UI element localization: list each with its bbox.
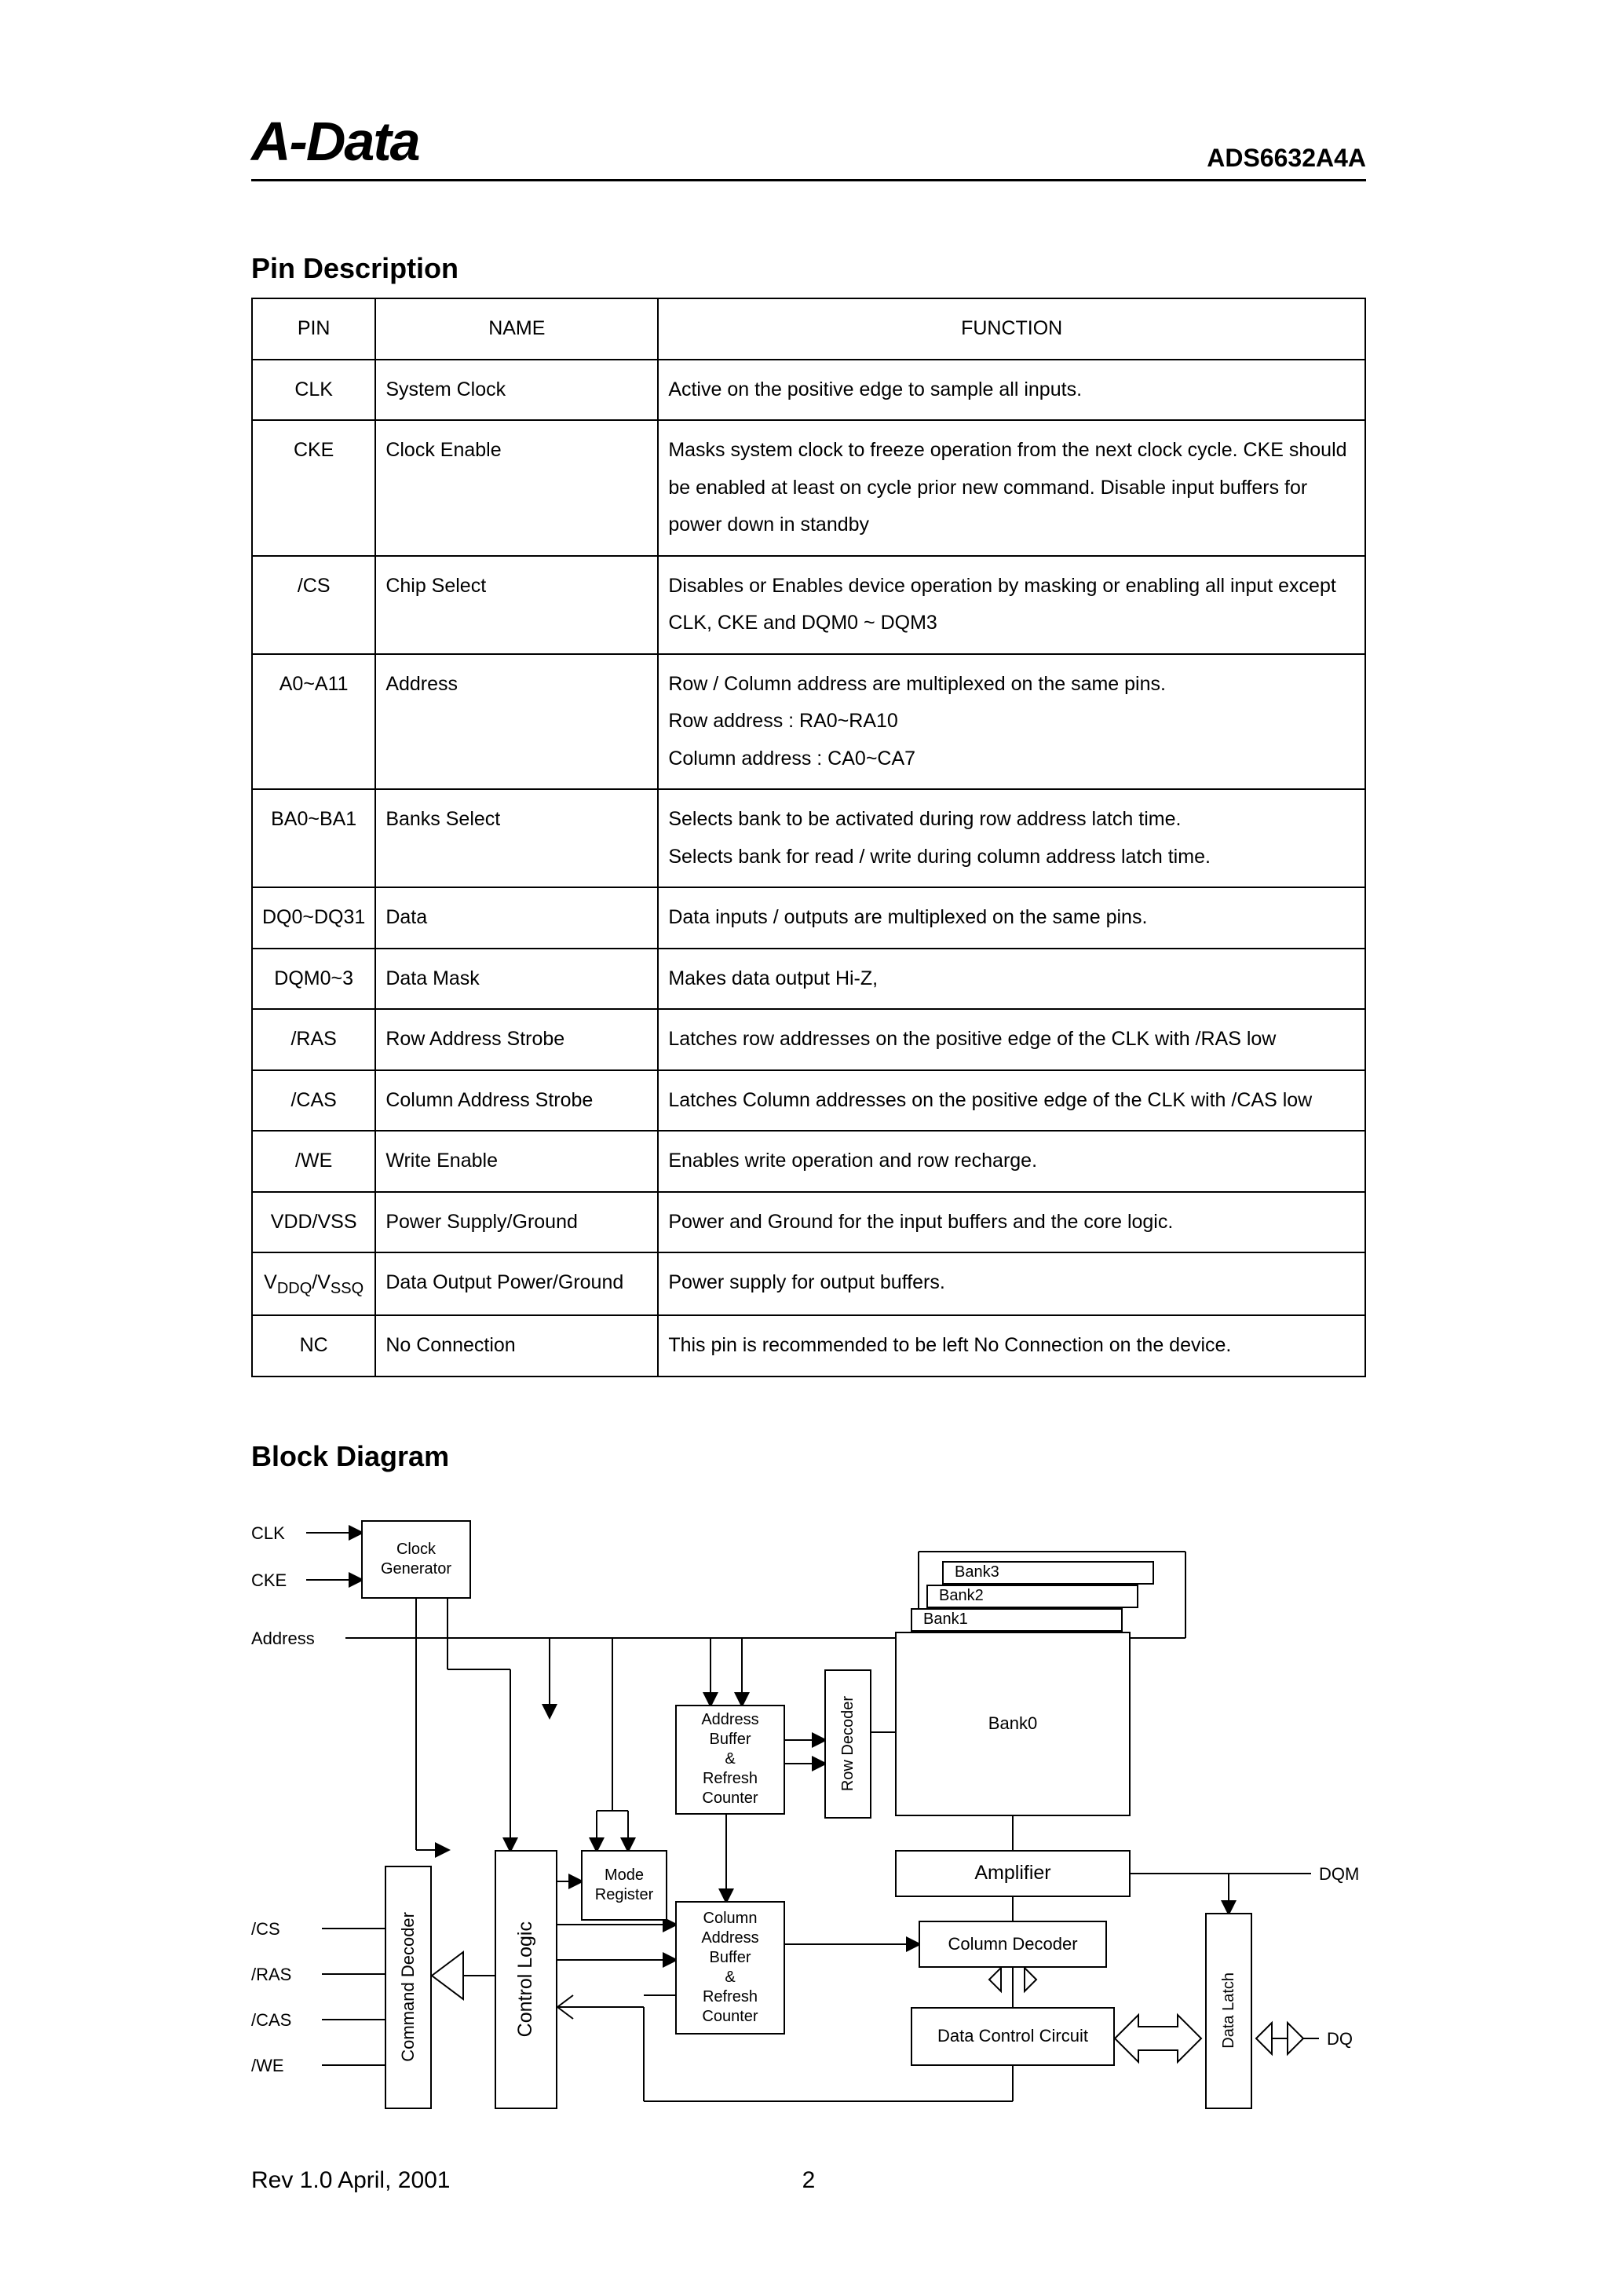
cell-pin: DQM0~3	[252, 949, 375, 1010]
cell-name: Banks Select	[375, 789, 658, 887]
footer-page: 2	[623, 2167, 994, 2194]
box-data-control: Data Control Circuit	[911, 2007, 1115, 2066]
cell-name: No Connection	[375, 1315, 658, 1377]
box-column-decoder: Column Decoder	[919, 1921, 1107, 1968]
part-number: ADS6632A4A	[1207, 144, 1366, 173]
label-dqm: DQM	[1319, 1864, 1359, 1885]
cell-function: Row / Column address are multiplexed on …	[658, 654, 1365, 790]
table-row: NCNo ConnectionThis pin is recommended t…	[252, 1315, 1365, 1377]
cell-pin: /CS	[252, 556, 375, 654]
label-dq: DQ	[1327, 2029, 1353, 2049]
page-header: A-Data ADS6632A4A	[251, 110, 1366, 181]
block-diagram: CLK CKE Address /CS /RAS /CAS /WE DQM DQ…	[251, 1504, 1366, 2156]
box-clock-generator: Clock Generator	[361, 1520, 471, 1599]
table-row: VDD/VSSPower Supply/GroundPower and Grou…	[252, 1192, 1365, 1253]
label-ras: /RAS	[251, 1965, 291, 1985]
cell-pin: VDDQ/VSSQ	[252, 1252, 375, 1315]
cell-pin: /RAS	[252, 1009, 375, 1070]
cell-name: Write Enable	[375, 1131, 658, 1192]
th-name: NAME	[375, 298, 658, 360]
cell-name: Chip Select	[375, 556, 658, 654]
cell-pin: VDD/VSS	[252, 1192, 375, 1253]
box-amplifier: Amplifier	[895, 1850, 1131, 1897]
cell-pin: /WE	[252, 1131, 375, 1192]
footer-rev: Rev 1.0 April, 2001	[251, 2167, 623, 2194]
box-bank2: Bank2	[926, 1585, 1138, 1608]
cell-name: Power Supply/Ground	[375, 1192, 658, 1253]
box-address-buffer: Address Buffer & Refresh Counter	[675, 1705, 785, 1815]
table-row: VDDQ/VSSQData Output Power/GroundPower s…	[252, 1252, 1365, 1315]
cell-function: Masks system clock to freeze operation f…	[658, 420, 1365, 556]
cell-function: Latches Column addresses on the positive…	[658, 1070, 1365, 1132]
cell-pin: CLK	[252, 360, 375, 421]
box-bank3: Bank3	[942, 1561, 1154, 1585]
label-cke: CKE	[251, 1570, 287, 1591]
cell-function: Selects bank to be activated during row …	[658, 789, 1365, 887]
cell-function: Enables write operation and row recharge…	[658, 1131, 1365, 1192]
table-row: CKEClock EnableMasks system clock to fre…	[252, 420, 1365, 556]
cell-pin: BA0~BA1	[252, 789, 375, 887]
box-mode-register: Mode Register	[581, 1850, 667, 1921]
label-cas: /CAS	[251, 2010, 291, 2031]
th-func: FUNCTION	[658, 298, 1365, 360]
cell-name: Data	[375, 887, 658, 949]
table-row: /CSChip SelectDisables or Enables device…	[252, 556, 1365, 654]
box-command-decoder: Command Decoder	[385, 1866, 432, 2109]
cell-function: Data inputs / outputs are multiplexed on…	[658, 887, 1365, 949]
cell-function: Power and Ground for the input buffers a…	[658, 1192, 1365, 1253]
cell-pin: /CAS	[252, 1070, 375, 1132]
box-data-latch: Data Latch	[1205, 1913, 1252, 2109]
table-row: /WEWrite EnableEnables write operation a…	[252, 1131, 1365, 1192]
page-footer: Rev 1.0 April, 2001 2	[251, 2167, 1366, 2194]
label-we: /WE	[251, 2056, 284, 2076]
cell-function: Disables or Enables device operation by …	[658, 556, 1365, 654]
pin-description-table: PIN NAME FUNCTION CLKSystem ClockActive …	[251, 298, 1366, 1377]
th-pin: PIN	[252, 298, 375, 360]
table-row: A0~A11AddressRow / Column address are mu…	[252, 654, 1365, 790]
box-control-logic: Control Logic	[495, 1850, 557, 2109]
cell-function: Latches row addresses on the positive ed…	[658, 1009, 1365, 1070]
pin-description-title: Pin Description	[251, 252, 1366, 285]
cell-name: Data Mask	[375, 949, 658, 1010]
label-clk: CLK	[251, 1523, 285, 1544]
cell-function: Makes data output Hi-Z,	[658, 949, 1365, 1010]
brand-logo: A-Data	[251, 110, 419, 173]
box-col-addr-buffer: Column Address Buffer & Refresh Counter	[675, 1901, 785, 2035]
cell-pin: NC	[252, 1315, 375, 1377]
cell-pin: DQ0~DQ31	[252, 887, 375, 949]
block-diagram-title: Block Diagram	[251, 1440, 1366, 1473]
table-row: DQ0~DQ31DataData inputs / outputs are mu…	[252, 887, 1365, 949]
label-address: Address	[251, 1629, 315, 1649]
table-row: BA0~BA1Banks SelectSelects bank to be ac…	[252, 789, 1365, 887]
cell-name: Column Address Strobe	[375, 1070, 658, 1132]
cell-name: System Clock	[375, 360, 658, 421]
table-row: CLKSystem ClockActive on the positive ed…	[252, 360, 1365, 421]
cell-function: Power supply for output buffers.	[658, 1252, 1365, 1315]
cell-name: Clock Enable	[375, 420, 658, 556]
box-bank0: Bank0	[895, 1632, 1131, 1816]
table-row: /RASRow Address StrobeLatches row addres…	[252, 1009, 1365, 1070]
table-row: /CASColumn Address StrobeLatches Column …	[252, 1070, 1365, 1132]
cell-name: Row Address Strobe	[375, 1009, 658, 1070]
cell-function: Active on the positive edge to sample al…	[658, 360, 1365, 421]
label-cs: /CS	[251, 1919, 280, 1940]
box-row-decoder: Row Decoder	[824, 1669, 871, 1819]
cell-pin: CKE	[252, 420, 375, 556]
table-row: DQM0~3Data MaskMakes data output Hi-Z,	[252, 949, 1365, 1010]
cell-name: Address	[375, 654, 658, 790]
cell-pin: A0~A11	[252, 654, 375, 790]
box-bank1: Bank1	[911, 1608, 1123, 1632]
cell-name: Data Output Power/Ground	[375, 1252, 658, 1315]
cell-function: This pin is recommended to be left No Co…	[658, 1315, 1365, 1377]
